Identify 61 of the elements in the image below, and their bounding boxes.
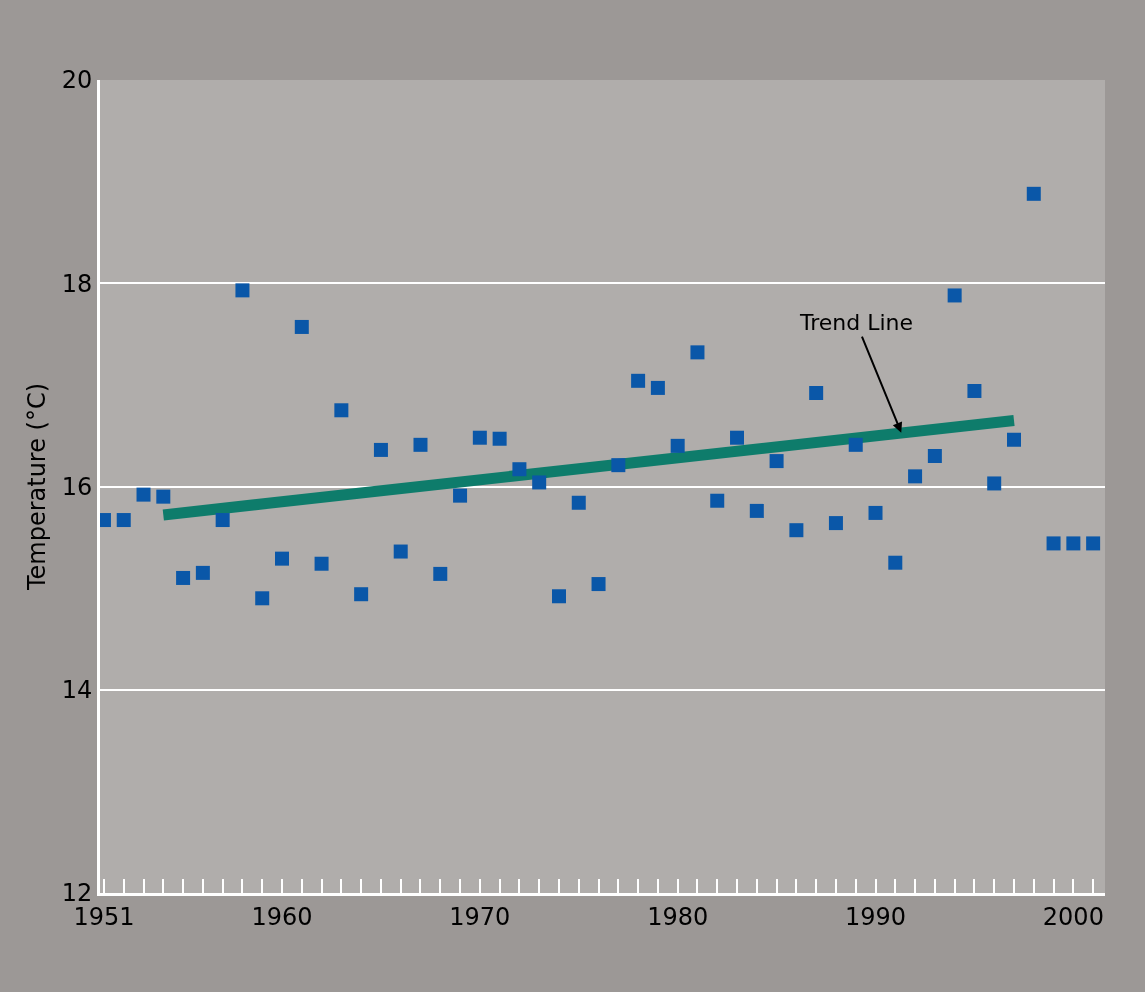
- point: [848, 437, 863, 452]
- point: [1007, 432, 1021, 447]
- point: [413, 437, 428, 452]
- point: [789, 523, 804, 538]
- y-tick-label: 16: [61, 472, 93, 501]
- x-tick-label: 1990: [844, 902, 907, 931]
- x-tick-label: 1970: [449, 902, 511, 931]
- point: [1046, 536, 1061, 551]
- point: [294, 319, 309, 334]
- point: [532, 475, 547, 490]
- point: [215, 513, 230, 528]
- point: [749, 503, 764, 518]
- point: [195, 565, 210, 580]
- point: [453, 488, 468, 503]
- point: [334, 403, 349, 418]
- point: [888, 555, 903, 570]
- point: [828, 516, 843, 531]
- x-tick-label: 1980: [647, 902, 709, 931]
- point: [136, 487, 151, 502]
- point: [927, 449, 942, 464]
- point: [1026, 186, 1041, 201]
- point: [1086, 536, 1101, 551]
- point: [156, 489, 171, 504]
- point: [690, 345, 705, 360]
- point: [176, 570, 191, 585]
- point: [116, 513, 131, 528]
- point: [275, 551, 290, 566]
- point: [1066, 536, 1081, 551]
- y-tick-label: 18: [61, 269, 93, 298]
- point: [512, 462, 527, 477]
- point: [373, 442, 388, 457]
- point: [650, 380, 665, 395]
- point: [908, 469, 923, 484]
- point: [255, 591, 270, 606]
- point: [670, 438, 685, 453]
- point: [769, 454, 784, 469]
- point: [551, 589, 566, 604]
- x-tick-label: 1960: [251, 902, 313, 931]
- point: [868, 505, 883, 520]
- point: [393, 544, 408, 559]
- point: [235, 283, 250, 298]
- y-tick-label: 20: [61, 66, 93, 95]
- point: [314, 556, 329, 571]
- point: [611, 458, 626, 473]
- annotation: Trend Line: [799, 310, 914, 335]
- point: [809, 386, 824, 400]
- point: [730, 430, 745, 445]
- point: [472, 430, 487, 445]
- y-axis-title: Temperature (°C): [22, 382, 51, 592]
- point: [433, 566, 448, 581]
- point: [947, 288, 962, 303]
- point: [710, 493, 725, 508]
- point: [631, 373, 646, 388]
- point: [591, 577, 606, 592]
- point: [492, 431, 507, 446]
- point: [967, 383, 982, 398]
- point: [987, 476, 1002, 491]
- x-tick-label: 2000: [1042, 902, 1104, 931]
- point: [354, 587, 369, 602]
- point: [571, 495, 586, 510]
- y-tick-label: 14: [61, 676, 93, 705]
